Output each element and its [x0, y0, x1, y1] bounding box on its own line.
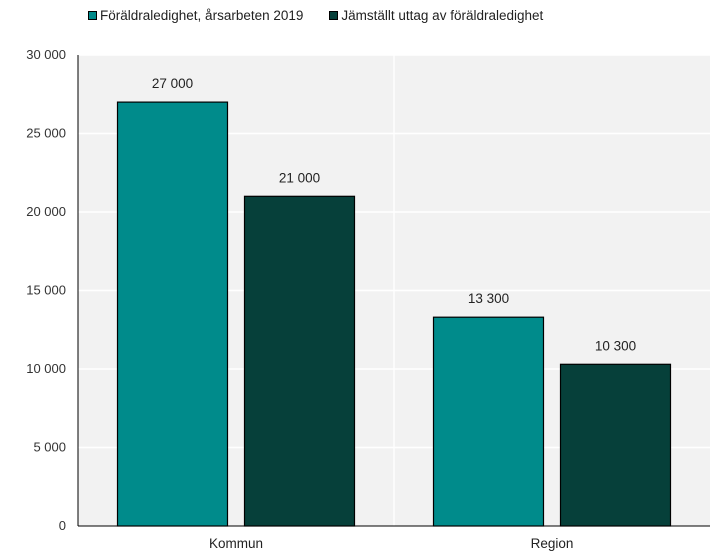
- bar-2-kommun[interactable]: [243, 195, 356, 527]
- x-tick-label: Kommun: [209, 536, 263, 551]
- bar-1-region[interactable]: [432, 316, 545, 527]
- legend-swatch-series-2: [329, 11, 339, 20]
- data-label: 21 000: [279, 170, 320, 185]
- legend-label-series-1: Föräldraledighet, årsarbeten 2019: [100, 8, 304, 23]
- legend-label-series-2: Jämställt uttag av föräldraledighet: [341, 8, 544, 23]
- legend-swatch-series-1: [88, 11, 97, 20]
- x-tick-label: Region: [531, 536, 574, 551]
- y-tick-label: 10 000: [26, 361, 66, 376]
- legend: Föräldraledighet, årsarbeten 2019 Jämstä…: [88, 8, 543, 23]
- bar-2-region[interactable]: [559, 363, 672, 527]
- y-tick-label: 20 000: [26, 204, 66, 219]
- bar-1-kommun[interactable]: [116, 101, 229, 527]
- y-tick-label: 15 000: [26, 283, 66, 298]
- y-tick-label: 0: [59, 518, 66, 533]
- y-tick-label: 30 000: [26, 47, 66, 62]
- y-tick-label: 25 000: [26, 126, 66, 141]
- data-label: 27 000: [152, 76, 193, 91]
- data-label: 13 300: [468, 291, 509, 306]
- data-label: 10 300: [595, 338, 636, 353]
- legend-item-series-1[interactable]: Föräldraledighet, årsarbeten 2019: [88, 8, 303, 23]
- y-tick-label: 5 000: [33, 440, 66, 455]
- legend-item-series-2[interactable]: Jämställt uttag av föräldraledighet: [329, 8, 543, 23]
